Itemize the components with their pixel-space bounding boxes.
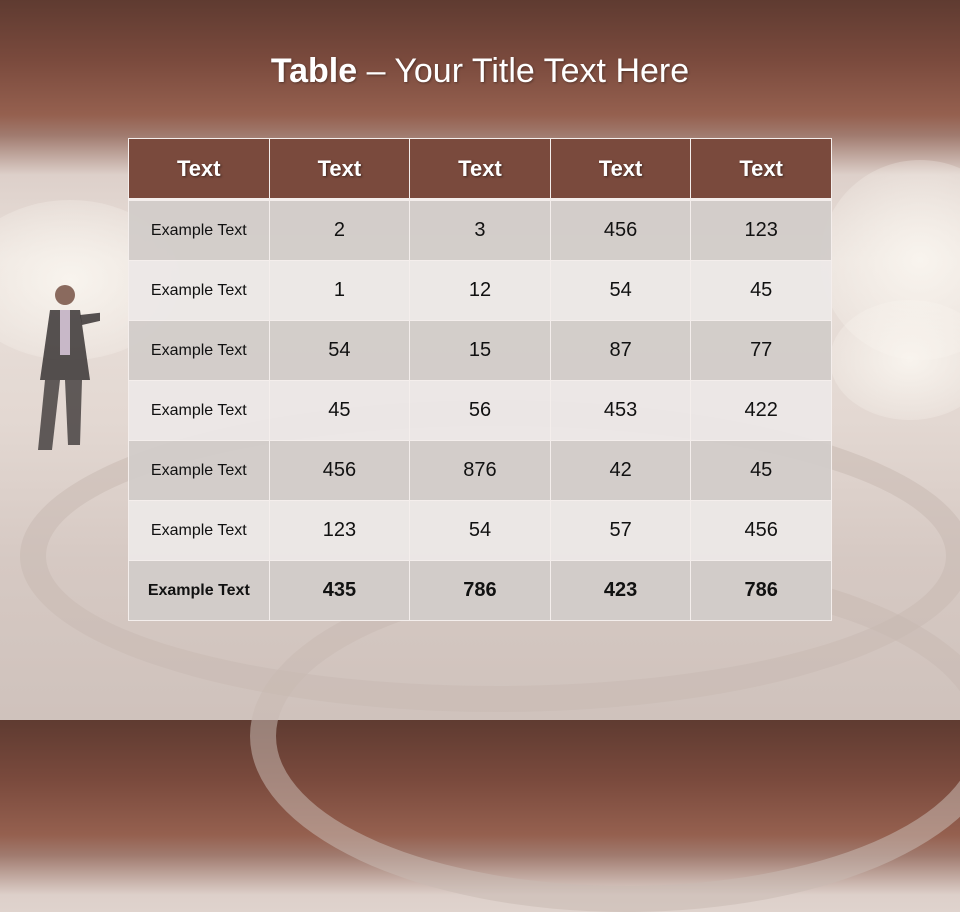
table-cell: 3 xyxy=(409,199,551,261)
row-label-cell: Example Text xyxy=(128,380,270,441)
table-cell: 453 xyxy=(549,380,692,441)
row-label-cell: Example Text xyxy=(128,440,270,501)
slide-title: Table – Your Title Text Here xyxy=(0,52,960,91)
table-row: Example Text 54 15 87 77 xyxy=(128,320,832,381)
table-cell: 77 xyxy=(690,320,832,381)
table-cell: 54 xyxy=(409,500,551,561)
table-row: Example Text 2 3 456 123 xyxy=(128,199,832,261)
table-cell: 423 xyxy=(549,560,692,621)
table-cell: 876 xyxy=(409,440,551,501)
title-rest: – Your Title Text Here xyxy=(357,52,690,90)
row-label-cell: Example Text xyxy=(128,560,270,621)
table-cell: 42 xyxy=(549,440,692,501)
table-cell: 45 xyxy=(690,260,832,321)
table-cell: 456 xyxy=(549,199,692,261)
table-row: Example Text 456 876 42 45 xyxy=(128,440,832,501)
row-label-cell: Example Text xyxy=(128,260,270,321)
column-header: Text xyxy=(128,138,270,201)
column-header: Text xyxy=(409,138,551,201)
table-cell: 123 xyxy=(690,199,832,261)
table-row: Example Text 123 54 57 456 xyxy=(128,500,832,561)
table-cell: 1 xyxy=(268,260,411,321)
table-cell: 12 xyxy=(409,260,551,321)
title-bold: Table xyxy=(270,52,358,90)
businessman-image xyxy=(38,285,100,450)
table-cell: 54 xyxy=(268,320,411,381)
table-cell: 54 xyxy=(549,260,692,321)
table-cell: 456 xyxy=(268,440,411,501)
table-row: Example Text 45 56 453 422 xyxy=(128,380,832,441)
table-cell: 56 xyxy=(409,380,551,441)
column-header: Text xyxy=(549,138,692,201)
table-header-row: Text Text Text Text Text xyxy=(128,138,832,201)
data-table: Text Text Text Text Text Example Text 2 3 4… xyxy=(128,138,832,621)
table-cell: 2 xyxy=(268,199,411,261)
table-cell: 435 xyxy=(268,560,411,621)
table-cell: 45 xyxy=(268,380,411,441)
column-header: Text xyxy=(690,138,832,201)
table-cell: 422 xyxy=(690,380,832,441)
table-cell: 45 xyxy=(690,440,832,501)
table-cell: 786 xyxy=(409,560,551,621)
table-cell: 786 xyxy=(690,560,832,621)
row-label-cell: Example Text xyxy=(128,320,270,381)
column-header: Text xyxy=(268,138,411,201)
table-cell: 87 xyxy=(549,320,692,381)
table-cell: 15 xyxy=(409,320,551,381)
table-cell: 57 xyxy=(549,500,692,561)
row-label-cell: Example Text xyxy=(128,500,270,561)
table-cell: 123 xyxy=(268,500,411,561)
row-label-cell: Example Text xyxy=(128,199,270,261)
table-cell: 456 xyxy=(690,500,832,561)
table-row: Example Text 1 12 54 45 xyxy=(128,260,832,321)
table-total-row: Example Text 435 786 423 786 xyxy=(128,560,832,621)
